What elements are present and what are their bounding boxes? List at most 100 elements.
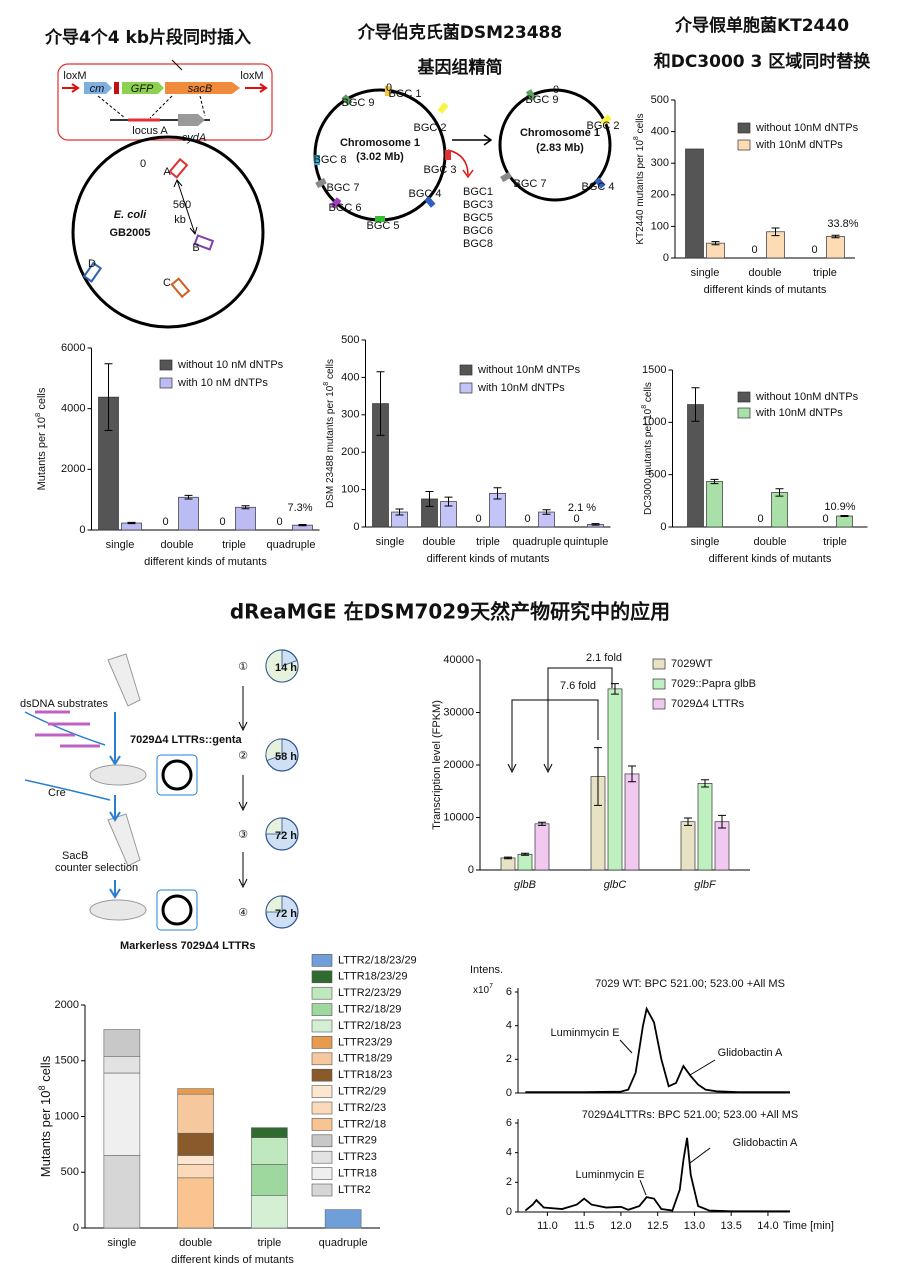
value-label: 0: [276, 516, 282, 528]
legend-swatch: [459, 364, 473, 376]
y-tick-label: 400: [341, 371, 359, 383]
legend-label: LTTR29: [338, 1135, 377, 1147]
y-tick-label: 1000: [642, 416, 666, 428]
legend-label: LTTR18/23/29: [338, 971, 408, 983]
workflow-label: 7029Δ4 LTTRs::genta: [130, 734, 242, 746]
dsdna: [35, 710, 100, 748]
step-number: ②: [238, 750, 248, 762]
value-label: 0: [751, 244, 757, 256]
legend-swatch: [311, 1134, 333, 1148]
bgc-box: [445, 150, 451, 160]
error-bar: [718, 814, 726, 829]
y-tick-label: 0: [506, 1087, 512, 1099]
y-tick-label: 300: [651, 157, 669, 169]
x-axis-label: Time [min]: [783, 1220, 834, 1232]
x-tick-label: quadruple: [319, 1237, 368, 1249]
annotation-arrow: [689, 1059, 716, 1076]
legend-label: without 10nM dNTPs: [755, 122, 859, 134]
diagram-label: BGC 5: [366, 220, 399, 232]
y-axis-label-part: cells: [635, 113, 646, 136]
x-axis-label: different kinds of mutants: [427, 553, 550, 565]
y-axis-label-part: 8: [641, 405, 648, 409]
gfp-gene: [122, 82, 164, 94]
bar: [697, 783, 713, 871]
y-tick-label: 100: [651, 220, 669, 232]
diagram-label: B: [192, 242, 199, 254]
diagram-label: BGC 6: [328, 202, 361, 214]
y-tick-label: 0: [468, 864, 474, 876]
legend-swatch: [311, 1118, 333, 1131]
y-axis-label: Mutants per 108 cells: [37, 1055, 53, 1177]
bar-segment: [324, 1209, 362, 1229]
x-tick-label: double: [422, 536, 455, 548]
legend-swatch: [737, 139, 751, 151]
sacb-gene: [165, 82, 240, 94]
y-tick-label: 0: [353, 521, 359, 533]
legend-label: LTTR2/18/29: [338, 1004, 401, 1016]
chromosome: [71, 135, 265, 329]
trace: [525, 1006, 790, 1094]
x-tick-label: single: [376, 536, 405, 548]
x-tick-label: double: [753, 536, 786, 548]
x-axis-label: different kinds of mutants: [144, 556, 267, 568]
y-axis-label-part: Mutants per 10: [38, 1090, 53, 1177]
panel-title: 7029Δ4LTTRs: BPC 521.00; 523.00 +All MS: [582, 1109, 799, 1121]
y-axis-label: Mutants per 108 cells: [33, 387, 48, 490]
bar-segment: [103, 1055, 141, 1074]
legend-label: 7029WT: [671, 658, 713, 670]
legend-swatch: [652, 678, 666, 690]
y-axis-label: KT2440 mutants per 108 cells: [633, 113, 646, 244]
x-tick-label: triple: [476, 536, 500, 548]
bar: [534, 823, 550, 871]
diagram-label: loxM: [240, 70, 263, 82]
y-axis-label-part: cells: [325, 359, 336, 382]
y-tick-label: 0: [79, 524, 85, 536]
bar: [235, 506, 256, 531]
y-tick-label: 1500: [642, 364, 666, 376]
diagram-label: D: [88, 258, 96, 270]
value-label: 0: [524, 513, 530, 525]
diagram-label: BGC6: [463, 225, 493, 237]
legend-label: LTTR2/18: [338, 1118, 386, 1130]
value-label: 0: [757, 513, 763, 525]
workflow-label: Cre: [48, 787, 66, 799]
diagram-label: 0: [553, 84, 559, 96]
y-tick-label: 400: [651, 126, 669, 138]
value-label: 0: [162, 516, 168, 528]
y-axis-label-part: DSM 23488 mutants per 10: [325, 385, 336, 508]
diagram-label: 0: [386, 82, 392, 94]
error-bar: [127, 521, 136, 525]
bar-segment: [177, 1155, 214, 1165]
legend-swatch: [311, 1150, 333, 1164]
clock-wedge: [265, 738, 283, 761]
diagram-label: BGC 4: [408, 188, 441, 200]
diagram-label: BGC8: [463, 238, 493, 250]
diagram-label: BGC5: [463, 212, 493, 224]
x-tick-label: triple: [257, 1237, 281, 1249]
site-d: [82, 261, 103, 283]
legend-swatch: [737, 122, 751, 134]
y-tick-label: 6: [506, 986, 512, 998]
bgc-box: [330, 197, 342, 209]
y-tick-label: 1500: [55, 1055, 79, 1067]
diagram-label: BGC 2: [413, 122, 446, 134]
legend-swatch: [652, 658, 666, 670]
legend-label: LTTR2/18/23: [338, 1020, 401, 1032]
bar: [607, 688, 623, 871]
x-tick-label: single: [108, 1237, 137, 1249]
diagram-label: (2.83 Mb): [536, 142, 584, 154]
value-label: 0: [811, 244, 817, 256]
bar: [771, 492, 788, 528]
lox-arrow: [62, 83, 80, 93]
bar-segment: [251, 1195, 288, 1229]
panel-title: 介导假单胞菌KT2440: [674, 15, 849, 36]
y-tick-label: 200: [341, 446, 359, 458]
error-bar: [710, 478, 719, 485]
lox-arrow: [245, 83, 268, 93]
chromosome-after: [498, 88, 612, 202]
diagram-label: A: [163, 166, 171, 178]
bar: [517, 853, 533, 871]
x-tick-label: quadruple: [267, 539, 316, 551]
x-tick-label: 13.5: [720, 1220, 741, 1232]
